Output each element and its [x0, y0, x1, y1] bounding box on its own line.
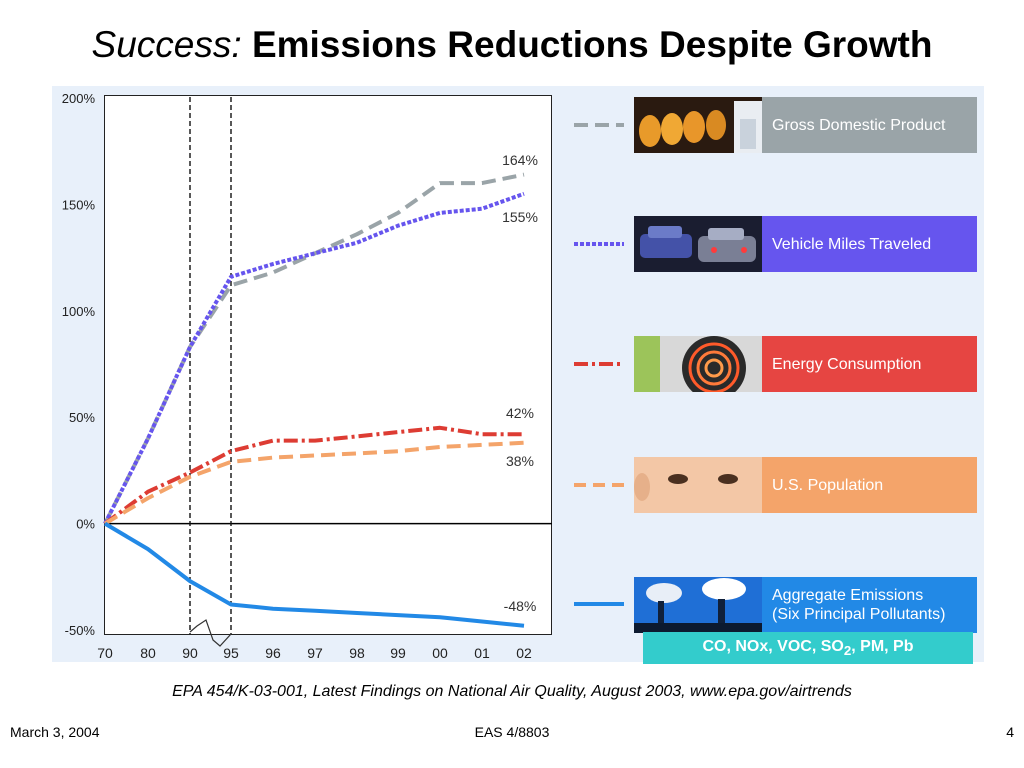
x-tick-label: 70: [97, 645, 113, 661]
footer-page: 4: [1006, 724, 1014, 740]
x-tick-label: 96: [265, 645, 281, 661]
legend-label-emissions: Aggregate Emissions (Six Principal Pollu…: [772, 587, 946, 623]
end-value-label: 155%: [502, 209, 538, 225]
x-tick-label: 99: [390, 645, 406, 661]
source-citation: EPA 454/K-03-001, Latest Findings on Nat…: [172, 683, 852, 700]
x-tick-label: 00: [432, 645, 448, 661]
legend-item-gdp: Gross Domestic Product: [634, 97, 977, 153]
slide-title: Success: Emissions Reductions Despite Gr…: [0, 24, 1024, 66]
energy-photo: [634, 336, 762, 392]
y-tick-label: 50%: [69, 410, 95, 425]
legend-label-population: U.S. Population: [772, 476, 884, 494]
x-tick-label: 95: [223, 645, 239, 661]
legend-item-vmt: Vehicle Miles Traveled: [634, 216, 977, 272]
population-photo: [634, 457, 762, 513]
vmt-photo: [634, 216, 762, 272]
x-tick-label: 98: [349, 645, 365, 661]
series-line: [103, 440, 525, 526]
y-tick-label: 200%: [62, 91, 96, 106]
pollutants-note: CO, NOx, VOC, SO2, PM, Pb: [643, 632, 973, 664]
legend-label-vmt: Vehicle Miles Traveled: [772, 235, 932, 253]
legend-item-population: U.S. Population: [634, 457, 977, 513]
end-value-label: 164%: [502, 152, 538, 168]
legend-label-gdp: Gross Domestic Product: [772, 116, 946, 134]
title-italic: Success:: [91, 24, 242, 65]
title-bold: Emissions Reductions Despite Growth: [251, 24, 933, 65]
footer-course: EAS 4/8803: [474, 724, 550, 740]
legend-item-emissions: Aggregate Emissions (Six Principal Pollu…: [634, 577, 977, 633]
gdp-photo: [634, 97, 762, 153]
footer-date: March 3, 2004: [10, 724, 100, 740]
end-value-label: -48%: [504, 598, 537, 614]
x-tick-label: 97: [307, 645, 323, 661]
end-value-label: 42%: [506, 405, 534, 421]
y-tick-label: 100%: [62, 304, 96, 319]
pollutants-text: CO, NOx, VOC, SO2, PM, Pb: [702, 637, 914, 659]
y-tick-label: 150%: [62, 197, 96, 212]
end-value-label: 38%: [506, 453, 534, 469]
y-tick-label: 0%: [76, 517, 95, 532]
x-tick-label: 02: [516, 645, 532, 661]
legend-label-energy: Energy Consumption: [772, 355, 922, 373]
plot-area: [104, 95, 552, 635]
y-tick-label: -50%: [65, 623, 96, 638]
emissions-photo: [634, 577, 762, 633]
x-tick-label: 01: [474, 645, 490, 661]
x-tick-label: 80: [140, 645, 156, 661]
series-line: [103, 191, 525, 525]
axis-break: [189, 619, 232, 647]
x-tick-label: 90: [182, 645, 198, 661]
legend-item-energy: Energy Consumption: [634, 336, 977, 392]
